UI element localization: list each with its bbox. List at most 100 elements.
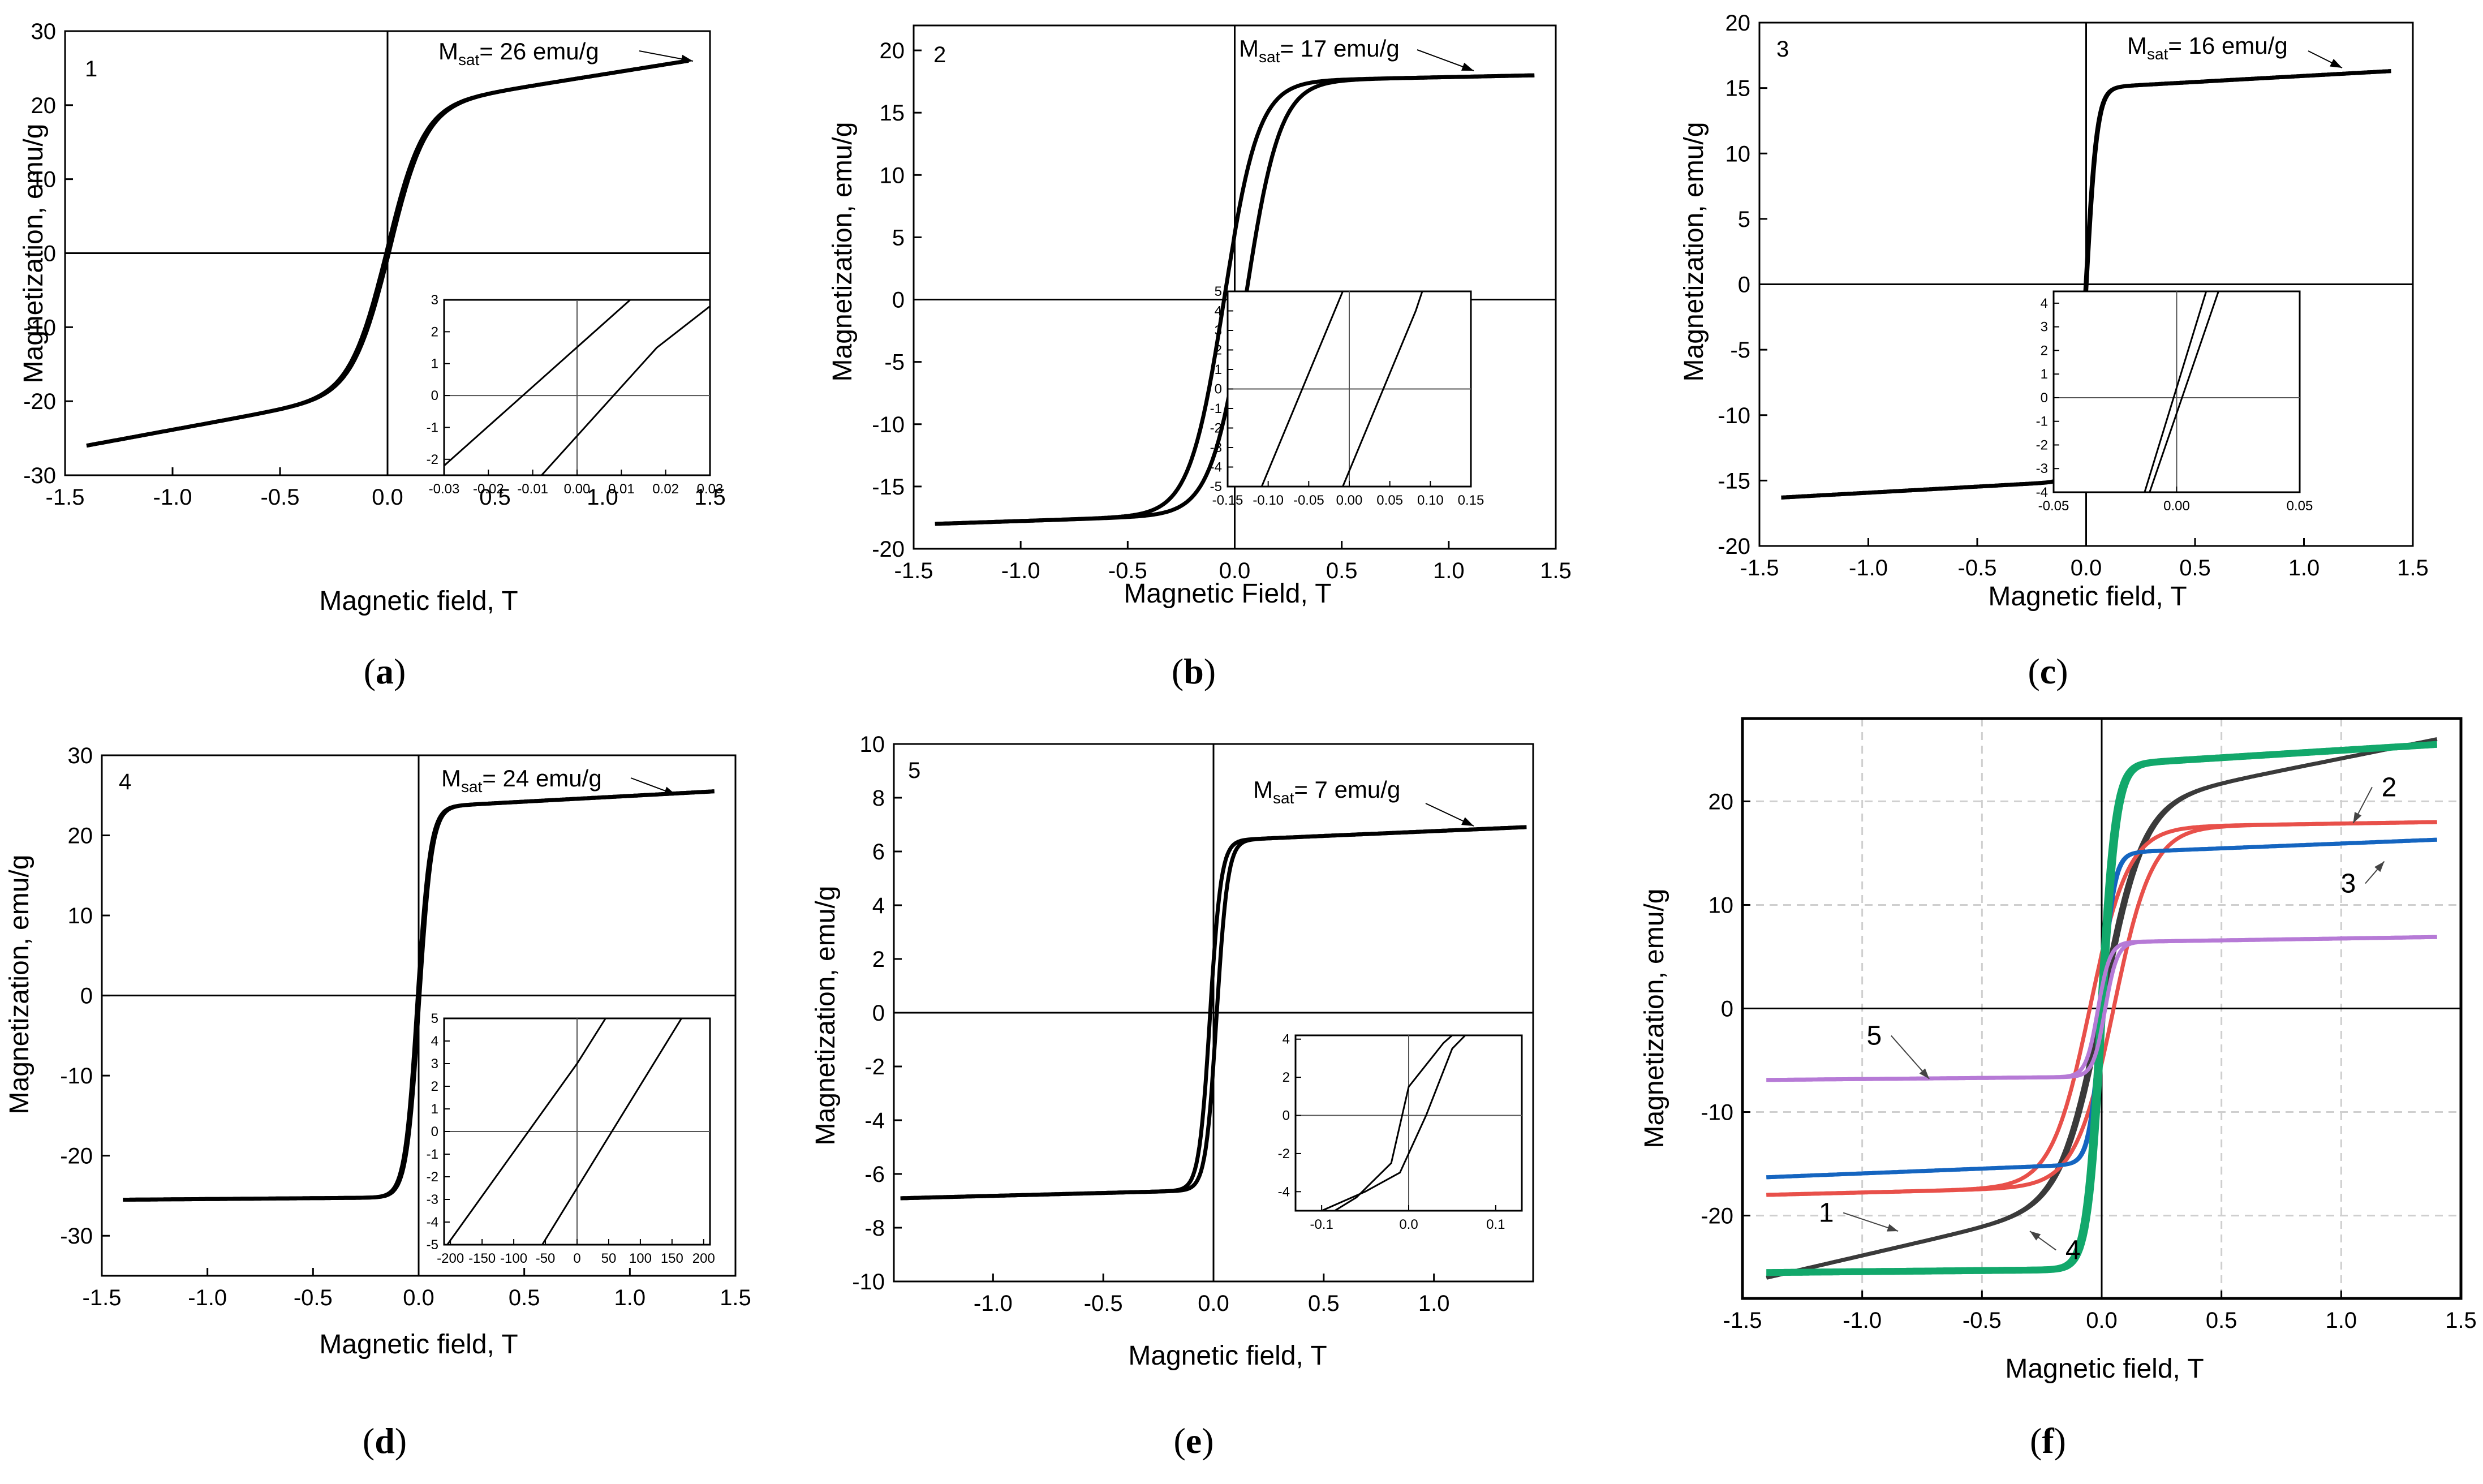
caption-e-letter: e [1185,1421,1202,1461]
inset-y-tick-label: 2 [2041,343,2048,358]
x-tick-label: 0.5 [479,485,511,510]
annotation-arrow-head [664,786,676,795]
y-tick-label: -10 [852,1270,885,1294]
x-tick-label: 0.0 [1219,558,1251,583]
inset-x-tick-label: 0.00 [2163,498,2190,514]
inset-y-tick-label: 1 [2041,367,2048,382]
x-tick-label: 0.0 [1198,1291,1229,1316]
y-tick-label: -20 [872,537,905,562]
inset-d: -200 -150 -100 -50 0 50 100 150 200 -5 -4 -3 -2 -1 0 1 2… [427,1011,715,1266]
x-tick-label: 0.5 [1308,1291,1340,1316]
y-tick-label: 10 [1709,893,1734,918]
inset-y-tick-label: 0 [431,388,438,403]
y-tick-label: -2 [864,1055,885,1079]
y-tick-label: 5 [1738,207,1750,232]
x-tick-label: 0.5 [509,1285,540,1310]
x-tick-label: 0.5 [2206,1308,2237,1333]
inset-x-tick-label: 0.1 [1486,1217,1505,1232]
x-tick-label: -0.5 [1963,1308,2002,1333]
x-axis-label: Magnetic field, T [1988,582,2187,612]
y-tick-label: -30 [23,463,56,488]
loop-branch-ascending [86,58,689,448]
inset-x-tick-label: 0.00 [1336,493,1363,508]
inset-y-tick-label: 0 [431,1124,438,1139]
x-tick-label: 1.0 [2326,1308,2357,1333]
y-tick-label: -15 [872,475,905,500]
x-tick-label: -1.0 [1849,556,1888,580]
inset-x-tick-label: 0.03 [697,481,724,497]
panel-f: -1.5 -1.0 -0.5 0.0 0.5 1.0 1.5 -20 -10 0 10 20 Magne… [1639,717,2477,1384]
y-tick-label: 20 [68,824,93,849]
series-label-5: 5 [1866,1021,1882,1051]
x-tick-label: 0.0 [2071,556,2102,580]
inset-loop-line [541,306,711,476]
inset-loop-line [1334,1034,1453,1212]
x-tick-label: -1.0 [188,1285,227,1310]
inset-x-tick-label: 0.02 [652,481,679,497]
inset-x-tick-label: 0.01 [608,481,635,497]
y-tick-label: -20 [1718,534,1750,559]
inset-y-tick-label: -2 [427,1169,438,1185]
series-label-arrow-head [1887,1224,1899,1232]
inset-loop-line [2144,291,2207,493]
inset-y-tick-label: -2 [1278,1146,1290,1162]
inset-x-tick-label: 100 [629,1251,652,1266]
series-5-branch [1766,935,2438,1082]
inset-y-tick-label: 0 [1215,382,1222,397]
inset-y-tick-label: 3 [431,293,438,308]
y-tick-label: -5 [884,350,905,375]
panel-number: 2 [933,42,946,67]
y-axis-label: Magnetization, emu/g [5,855,35,1115]
inset-x-tick-label: -0.05 [2038,498,2069,514]
y-tick-label: -8 [864,1216,885,1241]
inset-loop-line [1260,291,1344,487]
inset-y-tick-label: 3 [2041,320,2048,335]
y-axis-label: Magnetization, emu/g [811,886,841,1146]
inset-x-tick-label: 50 [601,1251,617,1266]
inset-y-tick-label: 5 [1215,284,1222,299]
inset-x-tick-label: 150 [661,1251,683,1266]
inset-loop-line [444,299,631,467]
inset-y-tick-label: -3 [2036,461,2048,476]
inset-y-tick-label: 1 [1215,362,1222,377]
x-tick-label: 1.0 [614,1285,646,1310]
x-tick-label: -1.5 [894,558,933,583]
inset-x-tick-label: -0.02 [473,481,504,497]
y-tick-label: -20 [23,389,56,414]
y-tick-label: 0 [872,1001,885,1026]
y-tick-label: 4 [872,893,885,918]
inset-y-tick-label: -5 [1210,479,1222,494]
series-label-arrow-head [2353,812,2362,823]
inset-y-tick-label: -3 [1210,440,1222,455]
inset-y-tick-label: 3 [431,1056,438,1072]
inset-loop-line [541,1018,682,1245]
x-axis-label: Magnetic field, T [319,586,518,616]
x-tick-label: -0.5 [1958,556,1997,580]
inset-y-tick-label: 4 [431,1034,438,1049]
inset-y-tick-label: -4 [427,1215,438,1230]
inset-y-tick-label: 2 [431,1079,438,1094]
inset-y-tick-label: 1 [431,1102,438,1117]
x-tick-label: -0.5 [294,1285,333,1310]
inset-loop-line [446,1018,606,1245]
saturation-annotation: Msat= 17 emu/g [1239,35,1400,66]
saturation-annotation: Msat= 26 emu/g [438,38,599,68]
panel-e: -1.0 -0.5 0.0 0.5 1.0 -10 -8 -6 -4 -2 0 2 4 6 8 10 Magne… [811,732,1534,1371]
inset-x-tick-label: 0.00 [564,481,591,497]
inset-y-tick-label: -1 [1210,401,1222,416]
caption-b-letter: b [1184,651,1204,691]
inset-loop-line [1321,1034,1466,1212]
y-tick-label: -20 [60,1144,93,1169]
inset-x-tick-label: 0.0 [1399,1217,1418,1232]
series-label-4: 4 [2065,1235,2081,1265]
series-label-1: 1 [1819,1198,1834,1228]
inset-y-tick-label: -2 [427,452,438,467]
annotation-arrow-head [681,54,693,63]
annotation-arrow-head [1461,62,1474,71]
inset-y-tick-label: -3 [427,1192,438,1207]
x-tick-label: -0.5 [1108,558,1147,583]
x-tick-label: -1.5 [1723,1308,1762,1333]
x-tick-label: 0.5 [1326,558,1358,583]
panel-c: -1.5 -1.0 -0.5 0.0 0.5 1.0 1.5-20-15-10-505101… [1679,11,2429,612]
